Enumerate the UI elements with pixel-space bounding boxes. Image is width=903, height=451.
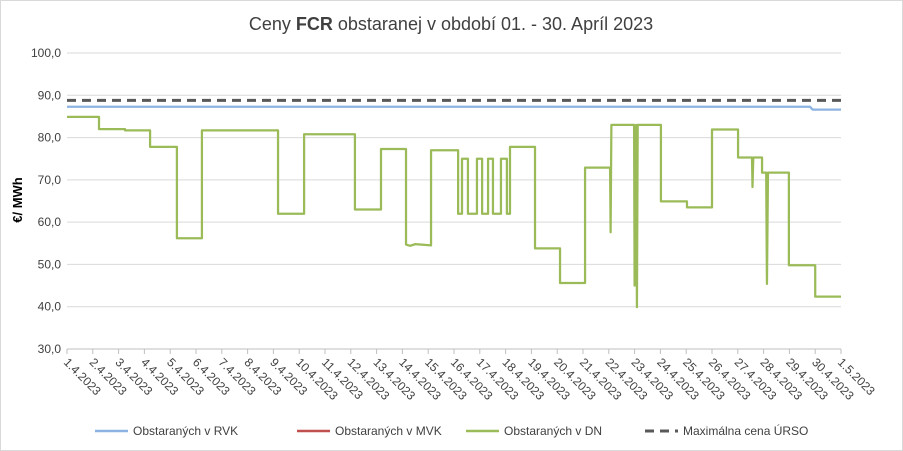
chart-title: Ceny FCR obstaranej v období 01. - 30. A… <box>249 14 653 34</box>
legend-label: Obstaraných v DN <box>504 424 602 438</box>
y-tick-label: 60,0 <box>38 215 62 229</box>
title-part: FCR <box>296 14 333 34</box>
legend-label: Maximálna cena ÚRSO <box>683 423 808 438</box>
series-line <box>67 105 841 111</box>
y-tick-label: 70,0 <box>38 173 62 187</box>
title-part: obstaranej v období 01. - 30. Apríl 2023 <box>333 14 653 34</box>
legend-label: Obstaraných v MVK <box>335 424 442 438</box>
y-tick-label: 30,0 <box>38 342 62 356</box>
series-line <box>67 115 841 309</box>
y-tick-label: 90,0 <box>38 88 62 102</box>
y-tick-label: 50,0 <box>38 257 62 271</box>
legend-label: Obstaraných v RVK <box>133 424 238 438</box>
y-tick-label: 100,0 <box>31 46 61 60</box>
y-tick-label: 40,0 <box>38 300 62 314</box>
y-tick-label: 80,0 <box>38 131 62 145</box>
title-part: Ceny <box>249 14 296 34</box>
y-axis-label: €/ MWh <box>10 177 25 223</box>
